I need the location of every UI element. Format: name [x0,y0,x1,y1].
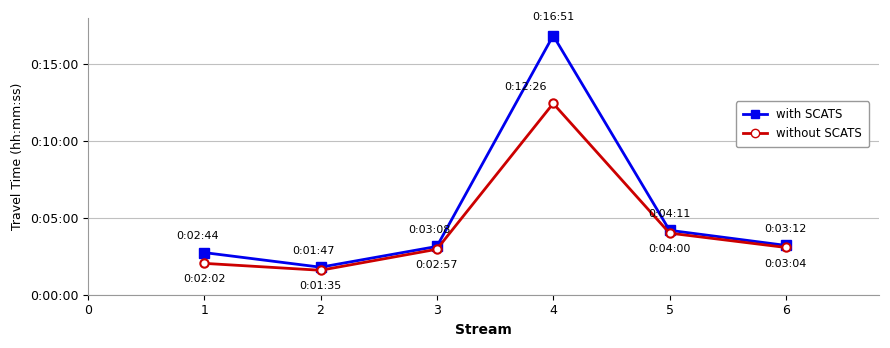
without SCATS [664,231,675,235]
Text: 0:03:04: 0:03:04 [765,259,807,269]
with SCATS [432,244,442,248]
Text: 0:03:12: 0:03:12 [765,224,807,234]
with SCATS [315,265,326,269]
Text: 0:02:44: 0:02:44 [176,231,219,242]
Text: 0:16:51: 0:16:51 [532,12,574,22]
with SCATS [198,251,209,255]
with SCATS [548,33,559,38]
without SCATS [432,247,442,251]
Text: 0:04:11: 0:04:11 [648,209,691,219]
Text: 0:02:57: 0:02:57 [416,260,458,270]
Text: 0:01:47: 0:01:47 [292,246,335,256]
without SCATS [781,245,791,250]
with SCATS [664,228,675,232]
Line: without SCATS: without SCATS [200,99,790,275]
Y-axis label: Travel Time (hh:mm:ss): Travel Time (hh:mm:ss) [11,82,24,230]
Text: 0:04:00: 0:04:00 [648,244,691,254]
Text: 0:01:35: 0:01:35 [299,282,342,291]
Text: 0:12:26: 0:12:26 [504,82,546,92]
Legend: with SCATS, without SCATS: with SCATS, without SCATS [736,101,869,147]
Line: with SCATS: with SCATS [199,31,790,272]
Text: 0:03:08: 0:03:08 [409,225,451,235]
X-axis label: Stream: Stream [455,323,512,337]
Text: 0:02:02: 0:02:02 [183,275,225,284]
without SCATS [315,268,326,272]
without SCATS [548,101,559,105]
without SCATS [198,261,209,266]
with SCATS [781,243,791,247]
